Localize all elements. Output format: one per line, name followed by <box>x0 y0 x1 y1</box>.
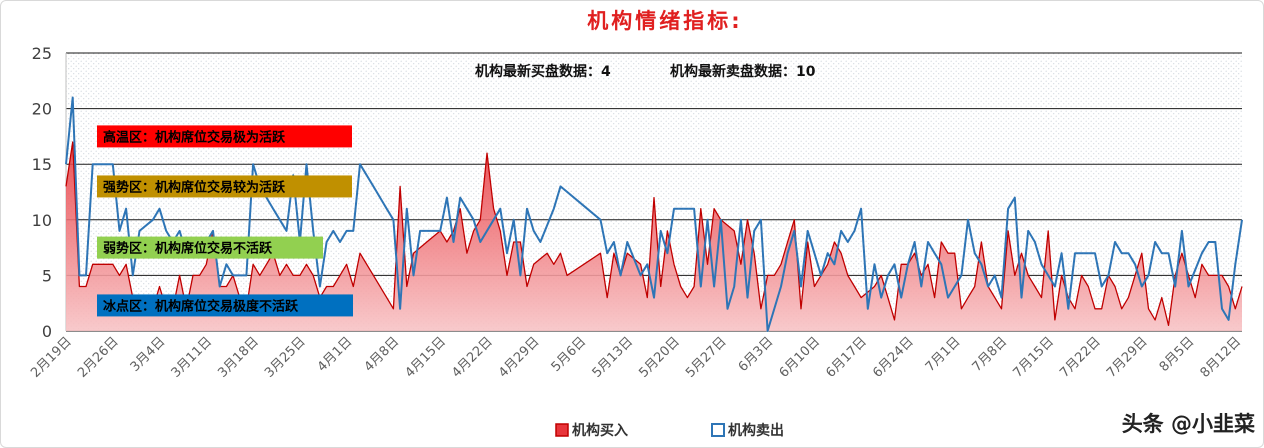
legend: 机构买入 机构卖出 <box>555 422 784 439</box>
zone-labels: 高温区：机构席位交易极为活跃强势区：机构席位交易较为活跃弱势区：机构席位交易不活… <box>97 125 353 317</box>
zone-label: 强势区：机构席位交易较为活跃 <box>103 179 286 195</box>
x-tick-label: 7月15日 <box>1011 334 1058 381</box>
x-tick-label: 3月11日 <box>169 334 216 381</box>
x-tick-label: 8月12日 <box>1198 334 1245 381</box>
zone-box <box>97 125 352 148</box>
series-area-机构买入 <box>66 142 1242 331</box>
x-tick-label: 4月22日 <box>449 334 496 381</box>
watermark: 头条 @小韭菜 <box>1122 412 1255 436</box>
series-line-机构买入 <box>65 141 1243 327</box>
x-tick-label: 2月26日 <box>75 334 122 381</box>
y-tick-label: 25 <box>32 44 52 63</box>
latest-sell-value: 10 <box>796 64 816 80</box>
latest-buy-label: 机构最新买盘数据： <box>475 63 601 80</box>
x-tick-label: 5月13日 <box>590 334 637 381</box>
y-tick-label: 15 <box>32 155 52 174</box>
x-tick-label: 4月8日 <box>362 334 403 375</box>
chart-title: 机构情绪指标: <box>587 9 742 33</box>
x-tick-label: 3月25日 <box>262 334 309 381</box>
zone-box <box>97 175 352 198</box>
x-tick-label: 7月22日 <box>1057 334 1104 381</box>
legend-label-机构买入: 机构买入 <box>572 422 628 439</box>
x-tick-label: 3月18日 <box>215 334 262 381</box>
x-tick-label: 6月10日 <box>777 334 824 381</box>
x-axis-ticks: 2月19日 2月26日 3月4日 3月11日 3月18日 3月25日 4月1日 4月8日 4月1… <box>28 334 1244 381</box>
x-tick-label: 6月24日 <box>870 334 917 381</box>
x-tick-label: 7月8日 <box>970 334 1011 375</box>
x-tick-label: 6月17日 <box>823 334 870 381</box>
latest-stats: 机构最新买盘数据：4 机构最新卖盘数据：10 <box>475 63 816 80</box>
x-tick-label: 5月6日 <box>549 334 590 375</box>
zone-label: 高温区：机构席位交易极为活跃 <box>103 129 286 145</box>
zone-box <box>97 236 323 259</box>
x-tick-label: 4月1日 <box>315 334 356 375</box>
x-tick-label: 6月3日 <box>736 334 777 375</box>
x-tick-label: 3月4日 <box>128 334 169 375</box>
latest-buy-value: 4 <box>601 64 611 80</box>
x-tick-label: 5月20日 <box>636 334 683 381</box>
y-tick-label: 20 <box>32 100 52 119</box>
zone-box <box>97 294 353 317</box>
x-tick-label: 7月1日 <box>923 334 964 375</box>
x-tick-label: 2月19日 <box>28 334 75 381</box>
x-tick-label: 8月5日 <box>1157 334 1198 375</box>
x-tick-label: 7月29日 <box>1104 334 1151 381</box>
y-axis-ticks: 0 5 10 15 20 25 <box>32 44 52 341</box>
x-tick-label: 4月15日 <box>402 334 449 381</box>
zone-label: 冰点区：机构席位交易极度不活跃 <box>103 298 299 314</box>
latest-buy-stat: 机构最新买盘数据：4 <box>475 63 611 80</box>
legend-swatch-机构买入 <box>555 423 569 437</box>
latest-sell-label: 机构最新卖盘数据： <box>670 63 796 80</box>
y-tick-label: 0 <box>42 322 52 341</box>
legend-label-机构卖出: 机构卖出 <box>728 422 784 439</box>
y-tick-label: 5 <box>42 266 52 285</box>
x-tick-label: 4月29日 <box>496 334 543 381</box>
latest-sell-stat: 机构最新卖盘数据：10 <box>670 63 816 80</box>
zone-label: 弱势区：机构席位交易不活跃 <box>103 241 273 257</box>
plot-area: 0 5 10 15 20 25 2月19日 2月26日 3月4日 3月11日 3月18日 3月25日… <box>28 44 1244 381</box>
y-tick-label: 10 <box>32 211 52 230</box>
x-tick-label: 5月27日 <box>683 334 730 381</box>
legend-swatch-机构卖出 <box>711 423 725 437</box>
